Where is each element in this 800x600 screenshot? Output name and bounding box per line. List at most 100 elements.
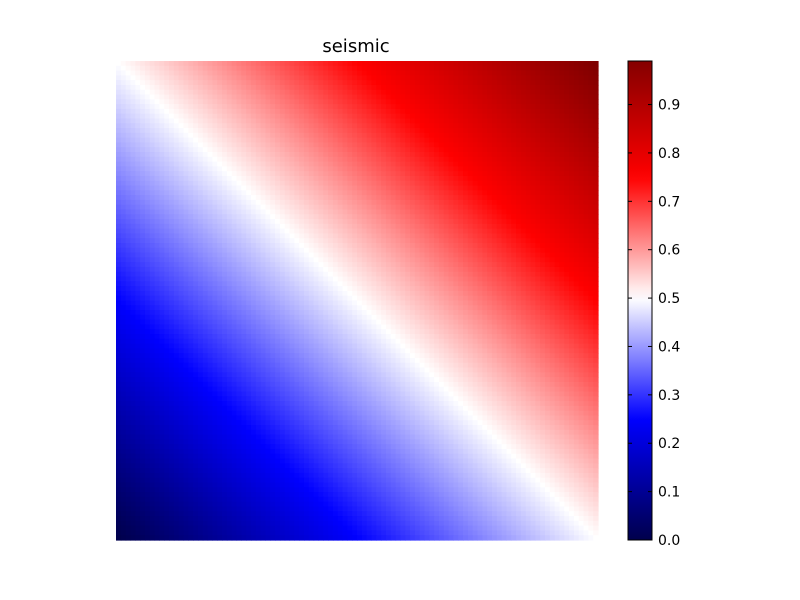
heatmap-cell: [516, 243, 522, 249]
heatmap-cell: [544, 195, 551, 201]
heatmap-cell: [366, 290, 373, 297]
heatmap-cell: [487, 262, 493, 268]
heatmap-cell: [573, 180, 580, 187]
heatmap-cell: [275, 219, 281, 225]
heatmap-cell: [549, 276, 556, 282]
heatmap-cell: [588, 190, 594, 196]
heatmap-cell: [361, 142, 368, 148]
heatmap-cell: [246, 128, 252, 134]
heatmap-cell: [593, 252, 599, 258]
heatmap-cell: [289, 61, 295, 67]
heatmap-cell: [381, 123, 387, 129]
heatmap-cell: [573, 219, 580, 225]
heatmap-cell: [260, 75, 267, 81]
heatmap-cell: [395, 80, 401, 86]
heatmap-cell: [573, 171, 580, 177]
heatmap-cell: [352, 223, 358, 230]
heatmap-cell: [294, 290, 300, 297]
heatmap-cell: [477, 108, 483, 115]
heatmap-cell: [279, 99, 286, 105]
heatmap-cell: [159, 80, 165, 86]
heatmap-cell: [120, 80, 127, 86]
heatmap-cell: [390, 70, 397, 76]
heatmap-cell: [328, 257, 334, 263]
heatmap-cell: [323, 271, 329, 278]
heatmap-cell: [193, 171, 199, 177]
heatmap-cell: [173, 276, 180, 282]
heatmap-cell: [188, 156, 194, 163]
heatmap-cell: [318, 65, 324, 72]
heatmap-cell: [390, 247, 397, 254]
heatmap-cell: [207, 132, 213, 139]
heatmap-cell: [183, 257, 189, 263]
heatmap-cell: [385, 199, 392, 206]
heatmap-cell: [202, 252, 209, 258]
heatmap-cell: [525, 128, 532, 134]
heatmap-cell: [116, 262, 122, 268]
heatmap-cell: [501, 84, 508, 91]
heatmap-cell: [443, 123, 450, 129]
heatmap-cell: [154, 132, 160, 139]
heatmap-cell: [554, 243, 561, 249]
heatmap-cell: [299, 190, 305, 196]
heatmap-cell: [554, 185, 561, 191]
heatmap-cell: [535, 166, 541, 172]
heatmap-cell: [554, 180, 561, 187]
heatmap-cell: [516, 266, 522, 273]
heatmap-cell: [593, 147, 599, 153]
heatmap-cell: [135, 128, 141, 134]
heatmap-cell: [279, 137, 286, 144]
heatmap-cell: [366, 276, 373, 282]
heatmap-cell: [183, 75, 189, 81]
heatmap-cell: [361, 123, 368, 129]
heatmap-cell: [130, 128, 136, 134]
heatmap-cell: [477, 290, 483, 297]
heatmap-cell: [255, 223, 262, 230]
heatmap-cell: [361, 185, 368, 191]
heatmap-cell: [395, 61, 401, 67]
heatmap-cell: [154, 94, 160, 100]
heatmap-cell: [337, 233, 344, 239]
heatmap-cell: [511, 94, 517, 100]
heatmap-cell: [352, 295, 358, 302]
heatmap-cell: [303, 238, 310, 244]
heatmap-cell: [337, 247, 344, 254]
heatmap-cell: [328, 166, 334, 172]
heatmap-cell: [434, 233, 440, 239]
heatmap-cell: [130, 89, 136, 96]
heatmap-cell: [381, 89, 387, 96]
heatmap-cell: [120, 281, 127, 287]
heatmap-cell: [390, 290, 397, 297]
heatmap-cell: [564, 271, 570, 278]
heatmap-cell: [222, 171, 228, 177]
heatmap-cell: [308, 243, 315, 249]
heatmap-cell: [569, 257, 575, 263]
heatmap-cell: [424, 94, 430, 100]
heatmap-cell: [183, 204, 189, 211]
heatmap-cell: [366, 118, 373, 124]
heatmap-cell: [535, 128, 541, 134]
heatmap-cell: [289, 175, 295, 182]
heatmap-cell: [260, 70, 267, 76]
heatmap-cell: [299, 123, 305, 129]
heatmap-cell: [491, 233, 498, 239]
heatmap-cell: [159, 142, 165, 148]
heatmap-cell: [159, 286, 165, 292]
heatmap-cell: [477, 142, 483, 148]
heatmap-cell: [554, 147, 561, 153]
heatmap-cell: [477, 266, 483, 273]
heatmap-cell: [164, 80, 170, 86]
heatmap-cell: [516, 209, 522, 215]
heatmap-cell: [496, 89, 503, 96]
heatmap-cell: [472, 262, 479, 268]
heatmap-cell: [554, 262, 561, 268]
heatmap-cell: [169, 243, 175, 249]
heatmap-cell: [265, 132, 271, 139]
heatmap-cell: [400, 290, 406, 297]
heatmap-cell: [236, 99, 242, 105]
heatmap-cell: [193, 89, 199, 96]
heatmap-cell: [188, 104, 194, 110]
heatmap-cell: [154, 113, 160, 120]
heatmap-cell: [588, 84, 594, 91]
heatmap-cell: [193, 80, 199, 86]
